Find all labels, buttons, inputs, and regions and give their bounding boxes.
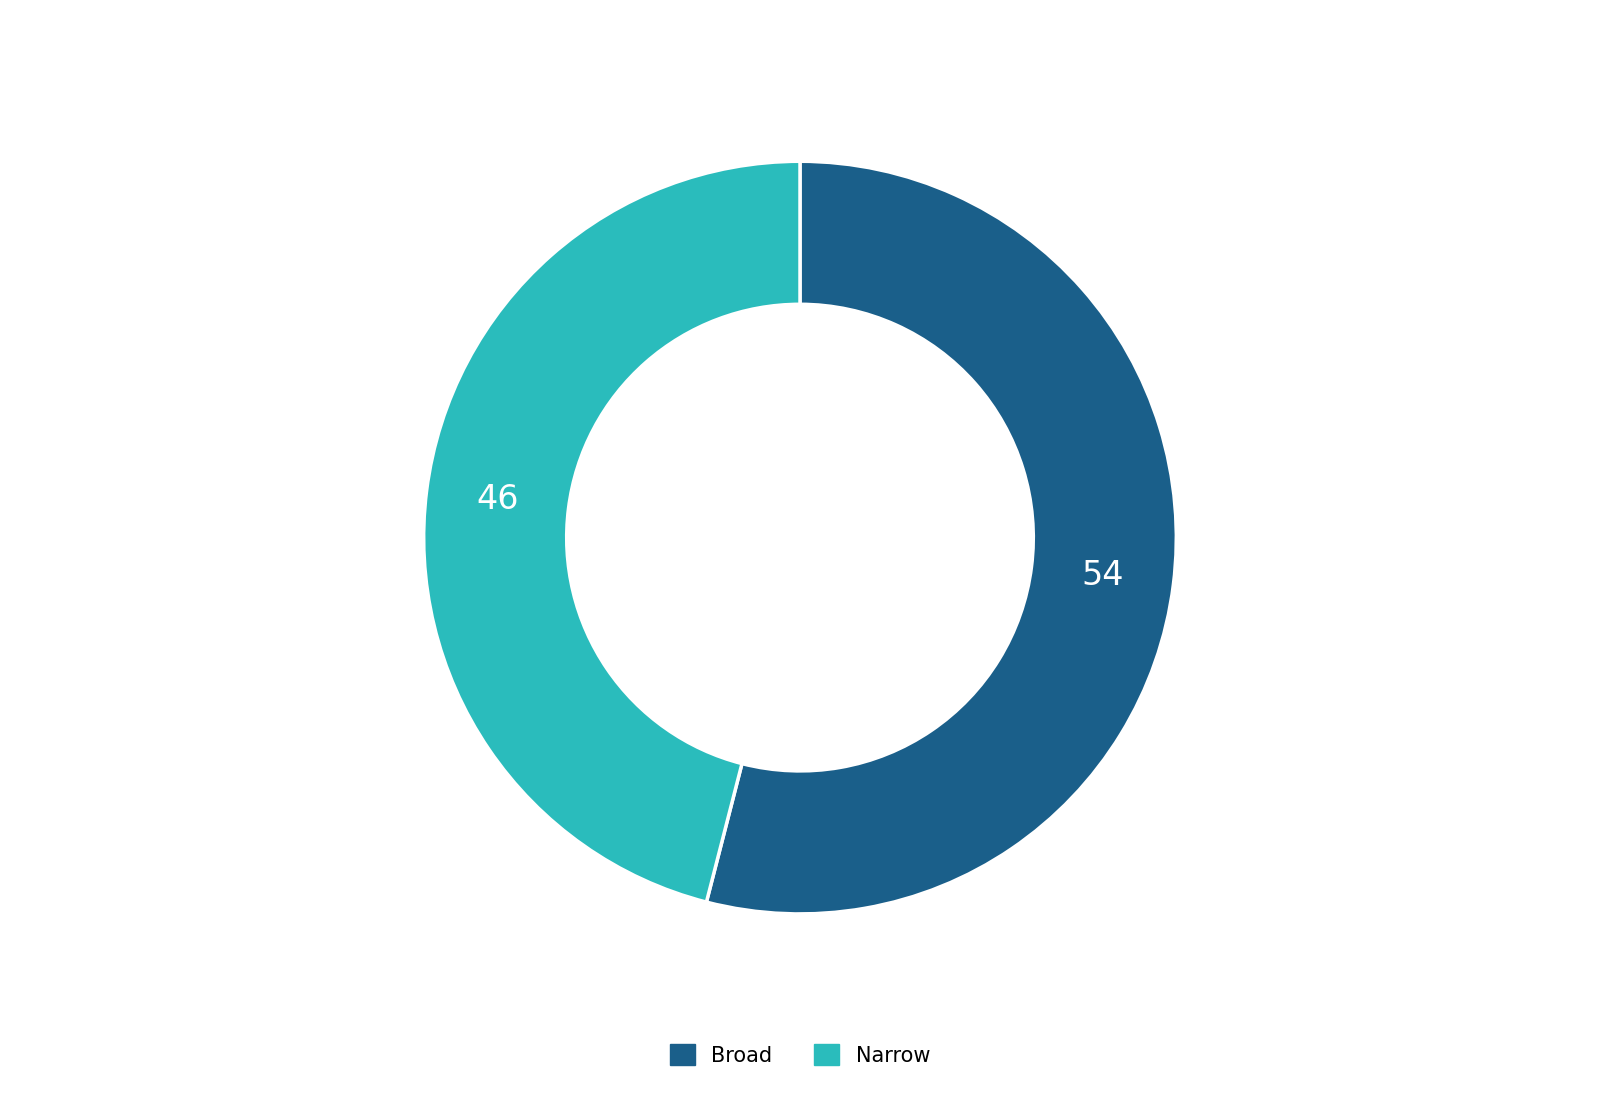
Legend: Broad, Narrow: Broad, Narrow — [659, 1034, 941, 1076]
Text: 54: 54 — [1082, 559, 1123, 592]
Text: 46: 46 — [477, 483, 518, 516]
Wedge shape — [424, 161, 800, 902]
Wedge shape — [707, 161, 1176, 914]
